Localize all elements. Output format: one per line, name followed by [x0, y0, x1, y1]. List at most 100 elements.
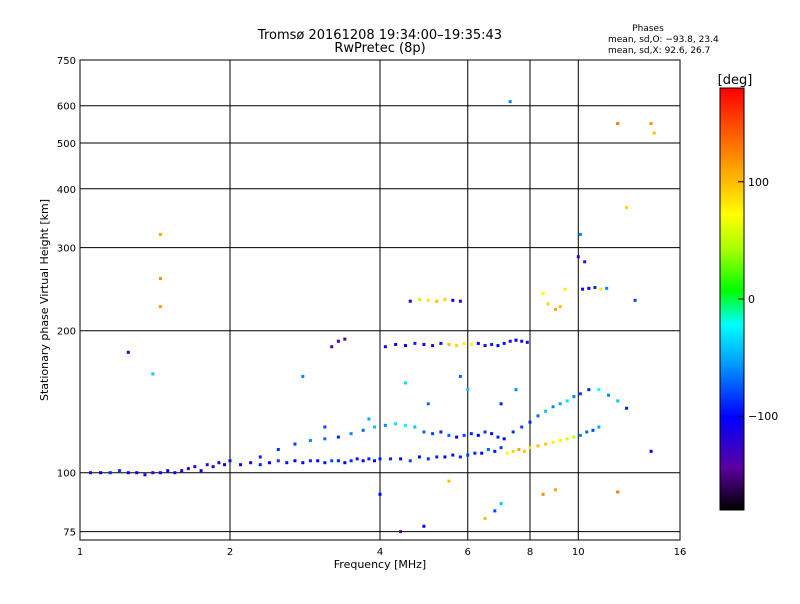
echo-point — [544, 442, 548, 446]
echo-point — [558, 305, 562, 309]
legend-line-o: mean, sd,O: −93.8, 23.4 — [608, 35, 719, 45]
echo-point — [591, 428, 595, 432]
echo-point — [483, 430, 487, 434]
x-tick-label: 10 — [572, 547, 585, 558]
echo-point — [158, 277, 162, 281]
echo-point — [413, 425, 417, 429]
echo-point — [587, 286, 591, 290]
echo-point — [525, 340, 529, 344]
echo-point — [508, 339, 512, 343]
grid-lines — [80, 60, 680, 540]
echo-point — [443, 455, 447, 459]
echo-point — [217, 461, 221, 465]
echo-point — [336, 435, 340, 439]
echo-point — [301, 461, 305, 465]
echo-point — [439, 430, 443, 434]
echo-point — [267, 461, 271, 465]
echo-point — [447, 343, 451, 347]
echo-point — [199, 469, 203, 473]
echo-point — [378, 492, 382, 496]
echo-point — [193, 465, 197, 469]
echo-point — [211, 465, 215, 469]
echo-point — [186, 467, 190, 471]
legend-title: Phases — [632, 24, 664, 34]
echo-point — [483, 516, 487, 520]
echo-point — [394, 343, 398, 347]
echo-point — [458, 455, 462, 459]
echo-point — [587, 388, 591, 392]
echo-point — [480, 451, 484, 455]
echo-point — [228, 459, 232, 463]
y-tick-label: 200 — [57, 327, 76, 338]
echo-point — [166, 469, 170, 473]
echo-point — [373, 459, 377, 463]
echo-point — [389, 457, 393, 461]
echo-point — [355, 457, 359, 461]
echo-point — [361, 459, 365, 463]
echo-point — [135, 471, 139, 475]
y-tick-label: 300 — [57, 244, 76, 255]
echo-point — [378, 457, 382, 461]
echo-point — [408, 459, 412, 463]
echo-point — [435, 455, 439, 459]
echo-point — [558, 439, 562, 443]
x-tick-label: 6 — [465, 547, 471, 558]
echo-point — [502, 341, 506, 345]
echo-point — [330, 459, 334, 463]
echo-point — [462, 341, 466, 345]
echo-point — [572, 435, 576, 439]
echo-point — [496, 344, 500, 348]
echo-point — [422, 430, 426, 434]
echo-point — [403, 344, 407, 348]
echo-point — [558, 402, 562, 406]
x-tick-label: 16 — [674, 547, 687, 558]
echo-point — [583, 260, 587, 264]
echo-point — [349, 432, 353, 436]
echo-point — [455, 435, 459, 439]
echo-point — [616, 490, 620, 494]
echo-point — [576, 255, 580, 259]
echo-point — [496, 435, 500, 439]
echo-point — [323, 425, 327, 429]
echo-point — [544, 409, 548, 413]
echo-point — [593, 286, 597, 290]
echo-point — [394, 422, 398, 426]
echo-point — [499, 502, 503, 506]
echo-point — [520, 425, 524, 429]
echo-point — [462, 433, 466, 437]
echo-point — [426, 402, 430, 406]
echo-point — [508, 100, 512, 104]
echo-point — [223, 463, 227, 467]
echo-point — [499, 446, 503, 450]
echo-point — [439, 341, 443, 345]
colorbar-tick-label: 100 — [748, 176, 769, 189]
echo-point — [451, 453, 455, 457]
echo-point — [469, 343, 473, 347]
echo-point — [466, 453, 470, 457]
echo-point — [276, 447, 280, 451]
echo-point — [151, 372, 155, 376]
echo-point — [417, 455, 421, 459]
echo-point — [597, 425, 601, 429]
echo-point — [108, 471, 112, 475]
echo-point — [249, 461, 253, 465]
echo-point — [422, 343, 426, 347]
echo-point — [483, 344, 487, 348]
echo-point — [399, 457, 403, 461]
echo-point — [625, 406, 629, 410]
echo-point — [343, 461, 347, 465]
colorbar-tick-label: 0 — [748, 293, 755, 306]
echo-point — [431, 432, 435, 436]
echo-point — [367, 457, 371, 461]
x-tick-label: 1 — [77, 547, 83, 558]
echo-point — [293, 442, 297, 446]
echo-point — [151, 471, 155, 475]
echo-point — [523, 449, 527, 453]
echo-point — [89, 471, 93, 475]
echo-point — [431, 344, 435, 348]
echo-point — [511, 449, 515, 453]
echo-point — [469, 432, 473, 436]
echo-point — [422, 524, 426, 528]
echo-point — [383, 345, 387, 349]
echo-point — [490, 343, 494, 347]
